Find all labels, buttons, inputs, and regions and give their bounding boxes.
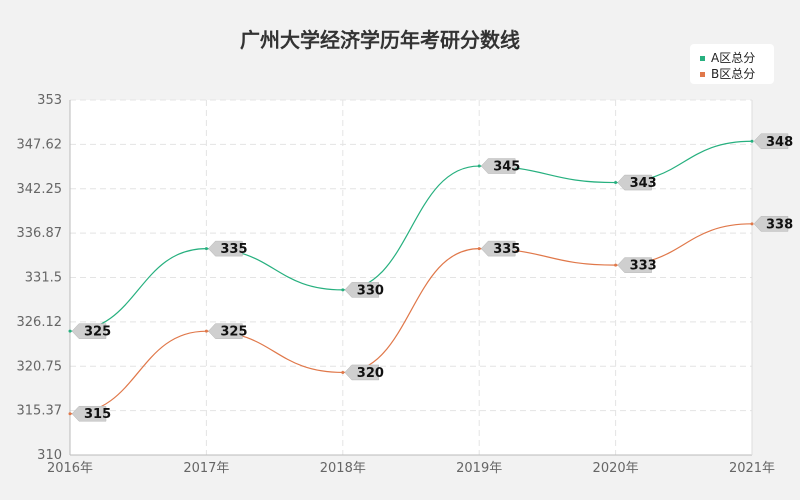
data-point (204, 247, 208, 251)
data-point (68, 412, 72, 416)
data-label: 325 (220, 325, 247, 340)
legend-swatch (700, 72, 705, 77)
data-label: 348 (766, 135, 793, 150)
y-tick-label: 347.62 (17, 137, 63, 152)
data-point (477, 164, 481, 168)
data-label: 338 (766, 217, 793, 232)
data-label: 335 (220, 242, 247, 257)
data-point (341, 288, 345, 292)
data-label-tag (753, 216, 789, 232)
y-tick-label: 320.75 (17, 359, 63, 374)
y-tick-label: 331.5 (25, 271, 62, 286)
y-tick-label: 342.25 (17, 182, 63, 197)
data-point (750, 139, 754, 143)
data-point (614, 263, 618, 267)
x-tick-label: 2016年 (47, 461, 93, 476)
data-label: 320 (357, 366, 384, 381)
data-label-tag (344, 364, 380, 381)
x-tick-label: 2021年 (729, 461, 775, 476)
legend-item-b[interactable]: B区总分 (700, 65, 755, 82)
data-point (68, 329, 72, 333)
chart-title: 广州大学经济学历年考研分数线 (240, 28, 520, 52)
y-tick-label: 315.37 (17, 404, 63, 419)
y-tick-label: 336.87 (17, 226, 63, 241)
legend-item-a[interactable]: A区总分 (700, 49, 755, 66)
data-label-tag (344, 282, 380, 298)
legend: A区总分 B区总分 (690, 44, 774, 84)
y-tick-label: 310 (37, 448, 62, 463)
data-point (477, 247, 481, 251)
x-tick-label: 2017年 (183, 461, 229, 476)
data-label: 325 (84, 325, 111, 340)
data-label-tag (617, 174, 652, 191)
x-tick-label: 2019年 (456, 461, 502, 476)
data-label-tag (480, 240, 516, 257)
legend-label: A区总分 (711, 51, 756, 65)
data-label-tag (480, 158, 516, 174)
legend-label: B区总分 (711, 67, 756, 81)
data-label-tag (71, 323, 107, 339)
data-point (750, 222, 754, 226)
data-label: 315 (84, 407, 111, 422)
legend-swatch (700, 56, 705, 61)
data-label: 335 (493, 242, 520, 257)
data-label: 333 (630, 259, 657, 274)
data-label-tag (71, 405, 107, 422)
y-tick-label: 326.12 (17, 315, 63, 330)
data-label-tag (617, 257, 652, 273)
data-label-tag (208, 240, 243, 257)
data-label: 343 (630, 176, 657, 191)
data-label-tag (208, 323, 243, 339)
data-label: 345 (493, 160, 520, 175)
x-tick-label: 2020年 (593, 461, 639, 476)
data-point (614, 181, 618, 185)
data-label-tag (753, 133, 789, 150)
data-point (341, 370, 345, 374)
y-tick-label: 353 (37, 93, 62, 108)
data-label: 330 (357, 283, 384, 298)
data-point (204, 329, 208, 333)
x-tick-label: 2018年 (320, 461, 366, 476)
